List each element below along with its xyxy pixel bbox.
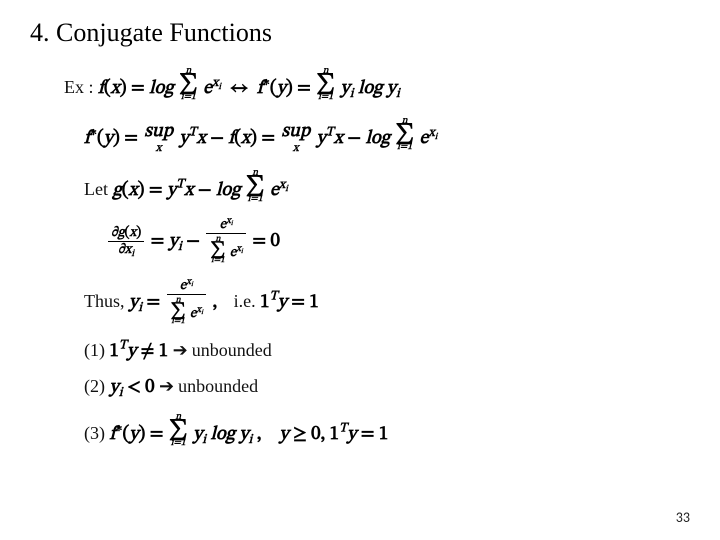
- thus-prefix: Thus,: [84, 291, 129, 311]
- slide-body: Ex : f(x) = log n∑i=1 exi ↔ f∗(y) = n∑i=…: [30, 66, 690, 448]
- ie-math: 1Ty = 1: [260, 293, 319, 312]
- ie-prefix: i.e.: [234, 291, 261, 311]
- case2-math: yi < 0: [110, 378, 159, 397]
- let-gx-line: Let g(x) = yTx − log n∑i=1 exi: [64, 168, 690, 204]
- case1-arrow: ➔: [173, 340, 188, 360]
- case3-label: (3): [84, 423, 110, 443]
- case1-label: (1): [84, 340, 110, 360]
- gradient-math: ∂g(x) ∂xi = yi − exi n∑i=1 exi = 0: [106, 232, 280, 251]
- case1-line: (1) 1Ty ≠ 1 ➔ unbounded: [64, 340, 690, 364]
- case3-line: (3) f∗(y) = n∑i=1 yi log yi , y ≥ 0, 1Ty…: [64, 412, 690, 448]
- let-prefix: Let: [84, 179, 113, 199]
- conjugate-def-math: f∗(y) = supx yTx − f(x) = supx yTx − log…: [84, 129, 437, 148]
- case2-result: unbounded: [178, 376, 258, 396]
- example-math: f(x) = log n∑i=1 exi ↔ f∗(y) = n∑i=1 yi …: [98, 79, 400, 98]
- example-prefix: Ex :: [64, 77, 98, 97]
- slide: 4. Conjugate Functions Ex : f(x) = log n…: [0, 0, 720, 540]
- case2-line: (2) yi < 0 ➔ unbounded: [64, 376, 690, 400]
- slide-title: 4. Conjugate Functions: [30, 18, 690, 48]
- case1-math: 1Ty ≠ 1: [110, 342, 173, 361]
- case1-result: unbounded: [192, 340, 272, 360]
- page-number: 33: [676, 509, 690, 526]
- thus-math: yi = exi n∑i=1 exi ,: [129, 293, 222, 312]
- case3-math: f∗(y) = n∑i=1 yi log yi , y ≥ 0, 1Ty = 1: [110, 425, 389, 444]
- thus-line: Thus, yi = exi n∑i=1 exi , i.e. 1Ty = 1: [64, 279, 690, 326]
- gradient-line: ∂g(x) ∂xi = yi − exi n∑i=1 exi = 0: [64, 218, 690, 265]
- let-gx-math: g(x) = yTx − log n∑i=1 exi: [113, 181, 288, 200]
- case2-arrow: ➔: [159, 376, 174, 396]
- conjugate-def-line: f∗(y) = supx yTx − f(x) = supx yTx − log…: [64, 116, 690, 154]
- example-line: Ex : f(x) = log n∑i=1 exi ↔ f∗(y) = n∑i=…: [64, 66, 690, 102]
- case2-label: (2): [84, 376, 110, 396]
